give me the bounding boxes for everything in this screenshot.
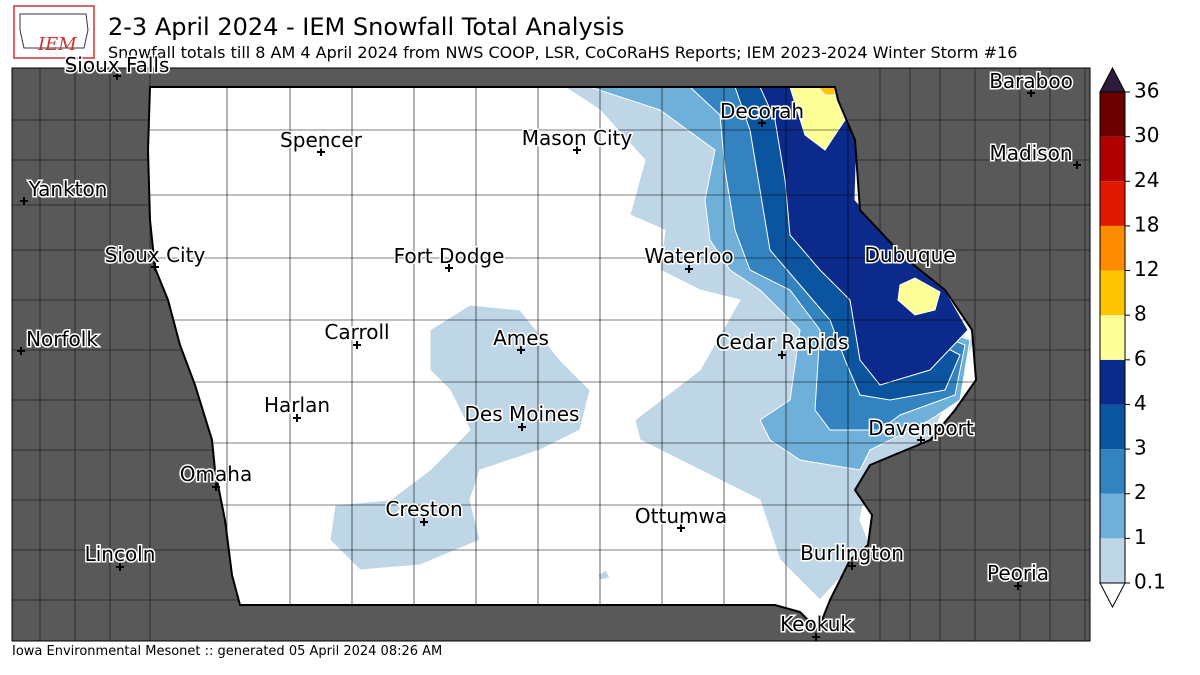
footer: Iowa Environmental Mesonet :: generated … bbox=[12, 644, 442, 659]
colorbar-tick-label: 8 bbox=[1134, 302, 1147, 326]
city-label: Norfolk bbox=[26, 327, 98, 351]
colorbar-tick-label: 2 bbox=[1134, 480, 1147, 504]
city-label: Madison bbox=[989, 141, 1072, 165]
colorbar-tick-label: 36 bbox=[1134, 79, 1159, 103]
city-label: Peoria bbox=[987, 561, 1049, 585]
snow-contour bbox=[329, 304, 591, 571]
colorbar-bin bbox=[1100, 225, 1125, 271]
colorbar-under bbox=[1099, 582, 1126, 609]
subtitle: Snowfall totals till 8 AM 4 April 2024 f… bbox=[108, 43, 1017, 62]
colorbar-bin bbox=[1100, 315, 1125, 360]
title: 2-3 April 2024 - IEM Snowfall Total Anal… bbox=[108, 13, 624, 41]
colorbar-bin bbox=[1100, 404, 1125, 450]
colorbar-bin bbox=[1100, 359, 1125, 405]
city-label: Ottumwa bbox=[635, 504, 727, 528]
snow-contour bbox=[597, 569, 611, 581]
colorbar-frame bbox=[1099, 91, 1126, 584]
city-label: Baraboo bbox=[989, 69, 1073, 93]
colorbar-tick-label: 30 bbox=[1134, 123, 1159, 147]
city-label: Waterloo bbox=[644, 244, 733, 268]
colorbar-bin bbox=[1100, 493, 1125, 539]
city-label: Cedar Rapids bbox=[716, 330, 849, 354]
snow-contour bbox=[816, 87, 836, 96]
city-label: Carroll bbox=[324, 320, 389, 344]
colorbar-tick-label: 4 bbox=[1134, 391, 1147, 415]
city-label: Creston bbox=[385, 497, 462, 521]
city-label: Yankton bbox=[28, 177, 108, 201]
colorbar-bin bbox=[1100, 538, 1125, 583]
colorbar-bin bbox=[1100, 92, 1125, 137]
city-label: Spencer bbox=[280, 128, 363, 152]
city-label: Decorah bbox=[720, 99, 804, 123]
city-label: Dubuque bbox=[864, 243, 955, 267]
city-label: Ames bbox=[493, 326, 549, 350]
city-label: Sioux Falls bbox=[65, 53, 170, 77]
colorbar-tick-label: 24 bbox=[1134, 168, 1159, 192]
city-label: Harlan bbox=[264, 393, 330, 417]
colorbar-tick-label: 18 bbox=[1134, 212, 1159, 236]
snow-contour bbox=[789, 87, 846, 151]
colorbar-bin bbox=[1100, 270, 1125, 316]
colorbar-tick-label: 1 bbox=[1134, 525, 1147, 549]
snow-contours bbox=[148, 87, 976, 610]
map bbox=[12, 68, 1090, 641]
colorbar-bin bbox=[1100, 181, 1125, 226]
city-label: Mason City bbox=[522, 126, 633, 150]
city-label: Davenport bbox=[868, 416, 974, 440]
snow-contour bbox=[897, 277, 941, 316]
colorbar-tick-label: 6 bbox=[1134, 346, 1147, 370]
colorbar-bin bbox=[1100, 136, 1125, 182]
colorbar-bin bbox=[1100, 449, 1125, 494]
city-label: Sioux City bbox=[105, 243, 206, 267]
city-label: Keokuk bbox=[780, 612, 852, 636]
logo: IEM bbox=[13, 5, 95, 59]
city-label: Omaha bbox=[180, 462, 252, 486]
colorbar-tick-label: 3 bbox=[1134, 436, 1147, 460]
cities: Sioux Falls Spencer Mason City Decorah B… bbox=[17, 52, 1081, 641]
colorbar-tick-label: 12 bbox=[1134, 257, 1159, 281]
colorbar-tick-label: 0.1 bbox=[1134, 570, 1166, 594]
colorbar-over bbox=[1099, 66, 1126, 93]
city-label: Lincoln bbox=[85, 542, 156, 566]
city-label: Des Moines bbox=[465, 402, 580, 426]
city-label: Burlington bbox=[800, 541, 904, 565]
logo-text: IEM bbox=[37, 34, 77, 55]
city-label: Fort Dodge bbox=[394, 244, 505, 268]
